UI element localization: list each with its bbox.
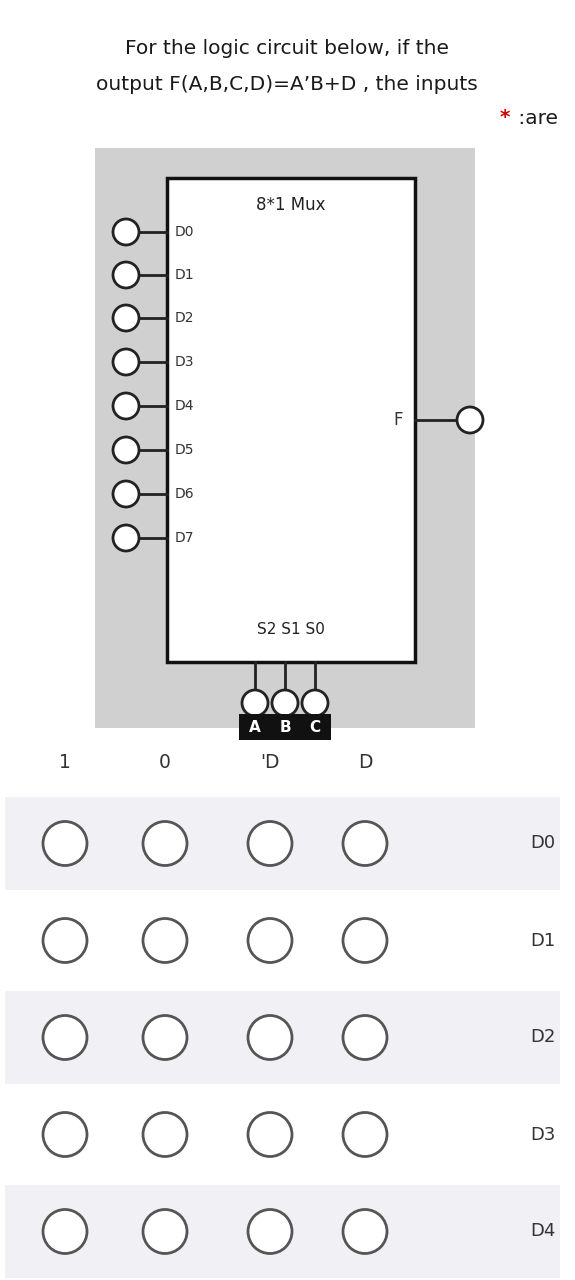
Circle shape — [43, 1112, 87, 1157]
Text: 'D: 'D — [260, 753, 280, 772]
Text: *: * — [500, 109, 511, 128]
Bar — [5, 893, 560, 987]
Text: D1: D1 — [530, 932, 555, 950]
Circle shape — [43, 1210, 87, 1253]
Text: D2: D2 — [530, 1029, 555, 1047]
Text: S2 S1 S0: S2 S1 S0 — [257, 622, 325, 637]
Circle shape — [143, 1210, 187, 1253]
Circle shape — [113, 481, 139, 507]
Circle shape — [43, 919, 87, 963]
Text: D5: D5 — [175, 443, 194, 457]
Circle shape — [113, 262, 139, 288]
Circle shape — [143, 1112, 187, 1157]
Circle shape — [248, 1210, 292, 1253]
Text: D3: D3 — [530, 1125, 555, 1143]
Text: D4: D4 — [530, 1222, 555, 1240]
Circle shape — [343, 1112, 387, 1157]
Bar — [269, 714, 301, 740]
Circle shape — [43, 1015, 87, 1060]
Circle shape — [343, 919, 387, 963]
Text: D6: D6 — [175, 486, 194, 500]
Circle shape — [143, 822, 187, 865]
Circle shape — [143, 1015, 187, 1060]
Circle shape — [113, 525, 139, 550]
Bar — [5, 1185, 560, 1277]
Text: C: C — [309, 719, 321, 735]
Circle shape — [242, 690, 268, 716]
Text: D4: D4 — [175, 399, 194, 413]
Circle shape — [248, 1015, 292, 1060]
Circle shape — [113, 219, 139, 244]
Text: 8*1 Mux: 8*1 Mux — [256, 196, 326, 214]
Bar — [239, 714, 271, 740]
Text: D3: D3 — [175, 355, 194, 369]
Text: D0: D0 — [175, 225, 194, 239]
Circle shape — [143, 919, 187, 963]
Text: B: B — [279, 719, 291, 735]
Text: :are: :are — [512, 109, 558, 128]
Circle shape — [113, 436, 139, 463]
Circle shape — [343, 822, 387, 865]
Text: D: D — [358, 753, 372, 772]
Bar — [167, 178, 415, 662]
Text: For the logic circuit below, if the: For the logic circuit below, if the — [125, 38, 449, 58]
Bar — [5, 797, 560, 890]
Text: 1: 1 — [59, 753, 71, 772]
Text: D2: D2 — [175, 311, 194, 325]
Circle shape — [248, 822, 292, 865]
Circle shape — [113, 349, 139, 375]
Circle shape — [457, 407, 483, 433]
Text: D7: D7 — [175, 531, 194, 545]
Bar — [5, 1088, 560, 1181]
Bar — [5, 991, 560, 1084]
Text: D0: D0 — [530, 835, 555, 852]
Circle shape — [43, 822, 87, 865]
Text: D1: D1 — [175, 268, 194, 282]
Circle shape — [113, 305, 139, 332]
Text: A: A — [249, 719, 261, 735]
Circle shape — [343, 1015, 387, 1060]
Text: 0: 0 — [159, 753, 171, 772]
Text: F: F — [393, 411, 403, 429]
Circle shape — [113, 393, 139, 419]
Circle shape — [343, 1210, 387, 1253]
Circle shape — [248, 919, 292, 963]
Circle shape — [248, 1112, 292, 1157]
Circle shape — [302, 690, 328, 716]
Bar — [95, 148, 475, 728]
Text: output F(A,B,C,D)=A’B+D , the inputs: output F(A,B,C,D)=A’B+D , the inputs — [96, 76, 478, 95]
Circle shape — [272, 690, 298, 716]
Bar — [299, 714, 331, 740]
